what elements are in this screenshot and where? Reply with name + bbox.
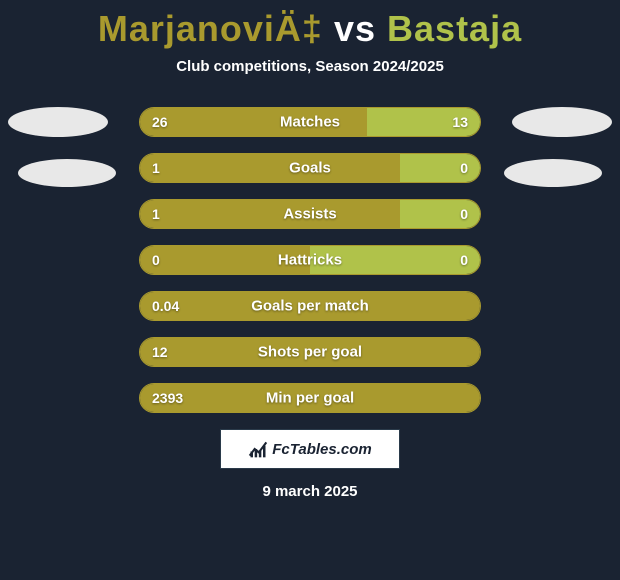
stat-row: 2613Matches [139, 107, 481, 137]
stat-label: Matches [140, 114, 480, 131]
title-vs: vs [334, 8, 376, 49]
stat-row: 10Assists [139, 199, 481, 229]
site-logo: FcTables.com [220, 429, 400, 469]
stat-row: 12Shots per goal [139, 337, 481, 367]
stat-label: Shots per goal [140, 344, 480, 361]
stat-rows: 2613Matches 10Goals 10Assists 00Hattricks 0.… [139, 107, 481, 413]
stat-row: 0.04Goals per match [139, 291, 481, 321]
chart-icon [248, 439, 268, 459]
team-badge-right-2 [504, 159, 602, 187]
date-label: 9 march 2025 [0, 483, 620, 500]
logo-text: FcTables.com [272, 441, 371, 458]
stat-row: 2393Min per goal [139, 383, 481, 413]
page-title: MarjanoviÄ‡ vs Bastaja [0, 0, 620, 50]
title-player2: Bastaja [387, 8, 522, 49]
team-badge-left-2 [18, 159, 116, 187]
stat-label: Assists [140, 206, 480, 223]
stat-label: Goals [140, 160, 480, 177]
stat-label: Goals per match [140, 298, 480, 315]
stat-row: 00Hattricks [139, 245, 481, 275]
stat-row: 10Goals [139, 153, 481, 183]
stat-label: Min per goal [140, 390, 480, 407]
team-badge-right-1 [512, 107, 612, 137]
title-player1: MarjanoviÄ‡ [98, 8, 323, 49]
stat-label: Hattricks [140, 252, 480, 269]
comparison-chart: 2613Matches 10Goals 10Assists 00Hattricks 0.… [0, 107, 620, 413]
subtitle: Club competitions, Season 2024/2025 [0, 58, 620, 75]
team-badge-left-1 [8, 107, 108, 137]
